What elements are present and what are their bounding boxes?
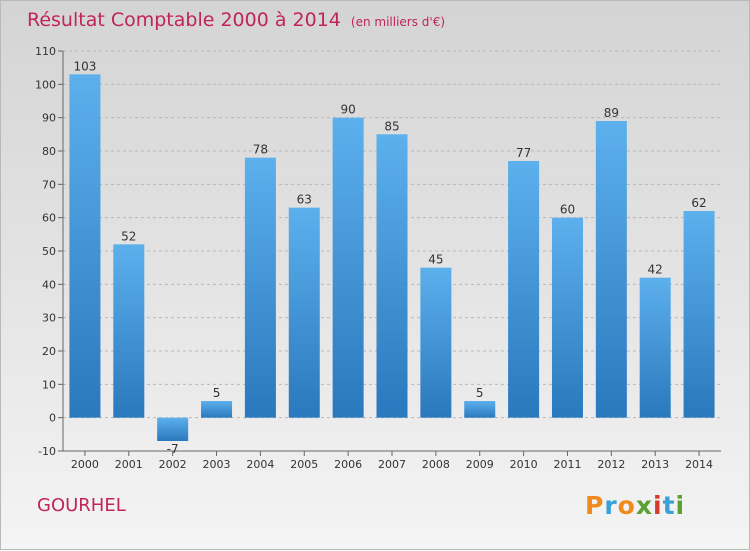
y-tick-label: 70 xyxy=(42,178,56,191)
logo-letter: r xyxy=(604,491,618,520)
value-label: 85 xyxy=(384,119,399,133)
value-label: 90 xyxy=(340,103,355,117)
x-tick-label: 2011 xyxy=(553,458,581,471)
x-tick-label: 2001 xyxy=(115,458,143,471)
bar-2013[interactable] xyxy=(639,277,671,418)
y-tick-label: 20 xyxy=(42,345,56,358)
logo-letter: o xyxy=(617,491,636,520)
logo-letter: t xyxy=(662,491,676,520)
chart-title: Résultat Comptable 2000 à 2014 (en millie… xyxy=(27,9,445,31)
y-tick-label: 50 xyxy=(42,245,56,258)
value-label: 60 xyxy=(560,203,575,217)
x-tick-label: 2004 xyxy=(246,458,274,471)
x-tick-label: 2009 xyxy=(466,458,494,471)
y-tick-label: 30 xyxy=(42,312,56,325)
logo-letter: i xyxy=(653,491,663,520)
y-tick-label: 10 xyxy=(42,378,56,391)
bar-2001[interactable] xyxy=(113,244,145,418)
value-label: 42 xyxy=(648,263,663,277)
bar-2004[interactable] xyxy=(244,157,276,418)
x-tick-label: 2000 xyxy=(71,458,99,471)
x-tick-label: 2008 xyxy=(422,458,450,471)
proxiti-logo[interactable]: Proxiti xyxy=(585,491,685,520)
y-tick-label: 0 xyxy=(49,412,56,425)
x-tick-label: 2007 xyxy=(378,458,406,471)
bar-2000[interactable] xyxy=(69,74,101,418)
x-tick-label: 2010 xyxy=(510,458,538,471)
bar-2002[interactable] xyxy=(157,417,189,441)
value-label: 62 xyxy=(691,196,706,210)
y-tick-label: 80 xyxy=(42,145,56,158)
bar-2012[interactable] xyxy=(595,121,627,418)
value-label: 5 xyxy=(476,386,484,400)
value-label: 63 xyxy=(297,193,312,207)
value-label: 78 xyxy=(253,143,268,157)
x-tick-label: 2003 xyxy=(203,458,231,471)
bars xyxy=(69,74,715,441)
value-label: 52 xyxy=(121,229,136,243)
bar-2010[interactable] xyxy=(508,161,540,418)
bar-2014[interactable] xyxy=(683,211,715,418)
chart-title-text: Résultat Comptable 2000 à 2014 xyxy=(27,9,341,31)
value-label: 103 xyxy=(73,59,96,73)
y-tick-label: 60 xyxy=(42,212,56,225)
bar-2008[interactable] xyxy=(420,267,452,418)
y-tick-label: 40 xyxy=(42,278,56,291)
logo-letter: P xyxy=(585,491,605,520)
x-tick-label: 2012 xyxy=(597,458,625,471)
value-labels: 103 52 -7 5 78 63 90 85 45 5 77 60 89 42 62 xyxy=(73,59,706,456)
y-tick-label: 90 xyxy=(42,112,56,125)
bar-2009[interactable] xyxy=(464,401,496,418)
bar-2011[interactable] xyxy=(551,217,583,418)
value-label: 89 xyxy=(604,106,619,120)
value-label: 45 xyxy=(428,253,443,267)
bar-2003[interactable] xyxy=(201,401,233,418)
chart-subtitle: (en milliers d'€) xyxy=(350,15,446,29)
y-tick-label: 100 xyxy=(35,78,56,91)
y-tick-label: -10 xyxy=(38,445,56,458)
bar-2005[interactable] xyxy=(288,207,320,418)
x-tick-label: 2013 xyxy=(641,458,669,471)
commune-name: GOURHEL xyxy=(37,495,126,516)
bar-2007[interactable] xyxy=(376,134,408,418)
y-tick-label: 110 xyxy=(35,45,56,58)
value-label: 77 xyxy=(516,146,531,160)
logo-letter: x xyxy=(635,491,653,520)
value-label: 5 xyxy=(213,386,221,400)
axes: -10 0 10 20 30 40 50 60 70 80 90 100 110 2000 2001 2002… xyxy=(35,45,721,471)
x-tick-label: 2002 xyxy=(159,458,187,471)
value-label: -7 xyxy=(167,442,179,456)
x-tick-label: 2014 xyxy=(685,458,713,471)
x-tick-label: 2005 xyxy=(290,458,318,471)
bar-2006[interactable] xyxy=(332,117,364,418)
logo-letter: i xyxy=(675,491,686,520)
x-tick-label: 2006 xyxy=(334,458,362,471)
